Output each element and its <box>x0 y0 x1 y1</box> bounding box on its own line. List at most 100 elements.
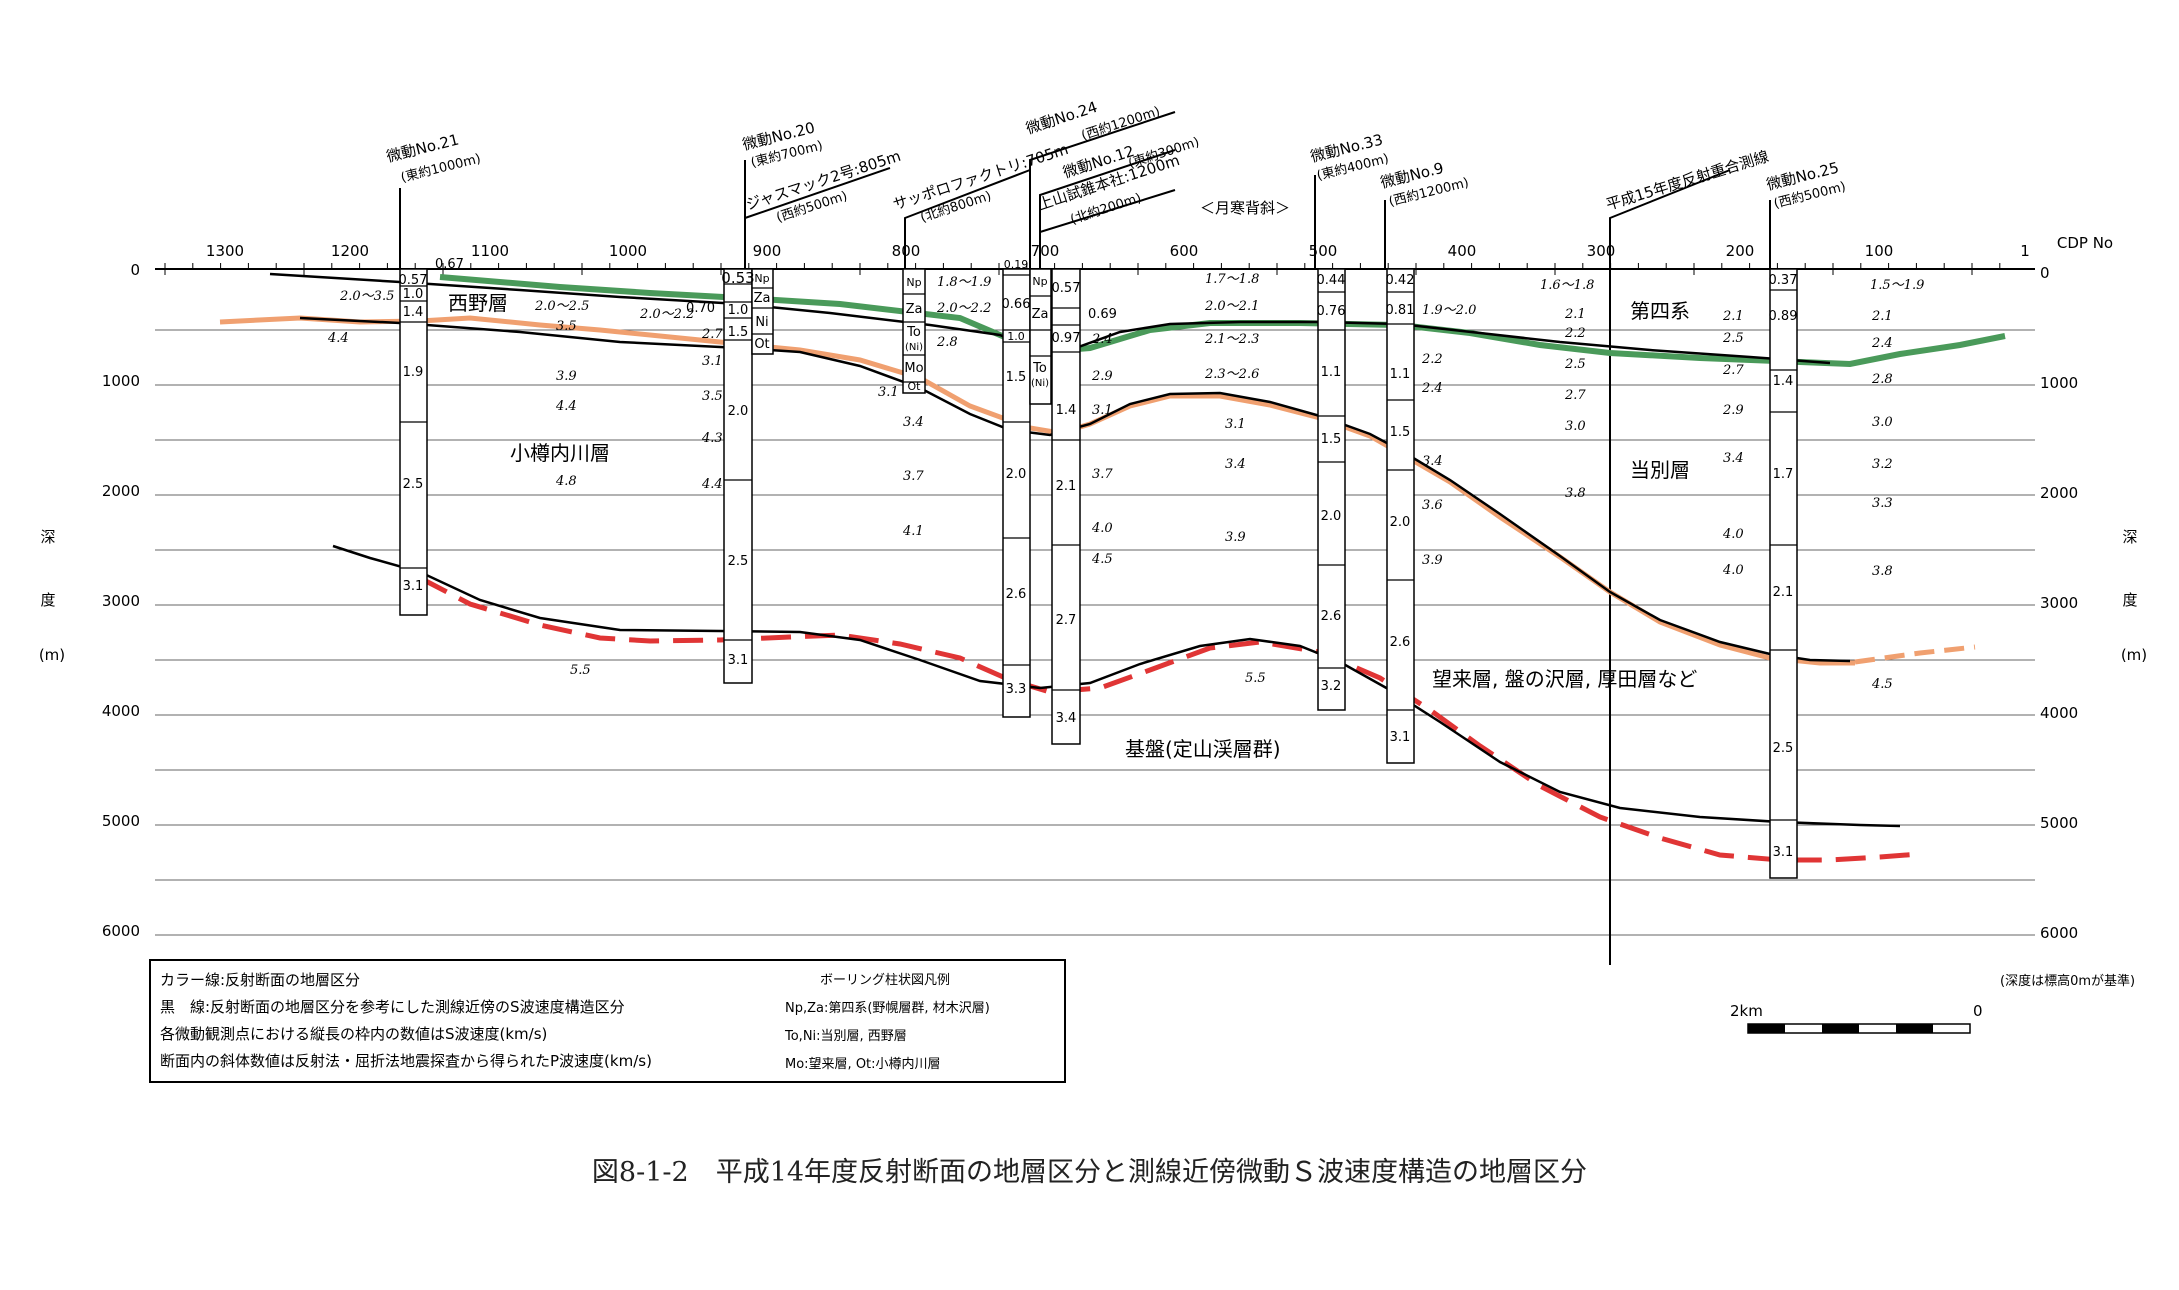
c25-v7: 3.1 <box>1773 845 1794 860</box>
p-vel: 4.4 <box>701 477 723 492</box>
c9-v7: 3.1 <box>1390 730 1411 745</box>
scale-bar-left-label: 2km <box>1730 1002 1763 1020</box>
legend-line-4: 断面内の斜体数値は反射法・屈折法地震探査から得られたP波速度(km/s) <box>160 1052 652 1070</box>
p-vel: 2.7 <box>701 327 723 342</box>
p-vel: 2.9 <box>1722 403 1744 418</box>
boundary-basement <box>332 544 1901 828</box>
datum-note: (深度は標高0mが基準) <box>2000 973 2135 989</box>
boundary-quaternary <box>1039 320 1831 365</box>
p-vel: 2.4 <box>1421 381 1443 396</box>
c24-v7: 3.3 <box>1006 682 1027 697</box>
p-vel: 3.8 <box>1565 486 1586 501</box>
p-vel: 4.3 <box>701 431 723 446</box>
sap-to: To <box>906 325 921 340</box>
cdp-tick-300: 300 <box>1587 242 1616 260</box>
c21-v2: 1.0 <box>403 287 424 302</box>
p-vel: 2.4 <box>1871 336 1893 351</box>
legend-line-2: 黒 線:反射断面の地層区分を参考にした測線近傍のS波速度構造区分 <box>160 998 625 1016</box>
column-dividers <box>400 274 1797 821</box>
boring-legend-item-1: Np,Za:第四系(野幌層群, 材木沢層) <box>785 1000 990 1016</box>
cdp-tick-700: 700 <box>1031 242 1060 260</box>
c12-v1: 0.57 <box>1052 281 1081 296</box>
c20-v5: 2.5 <box>728 554 749 569</box>
p-vel: 3.4 <box>903 415 924 430</box>
c33-v5: 2.0 <box>1321 509 1342 524</box>
c21-side: 0.67 <box>435 257 464 272</box>
p-vel: 2.8 <box>936 335 958 350</box>
left-depth-axis: 0 1000 2000 3000 4000 5000 6000 深 度 (m) <box>39 261 140 940</box>
right-depth-char-1: 深 <box>2122 528 2137 546</box>
p-vel: 4.1 <box>902 524 924 539</box>
c25-v1: 0.37 <box>1769 273 1798 288</box>
scale-bar-right-label: 0 <box>1973 1002 1983 1020</box>
boring-legend-item-2: To,Ni:当別層, 西野層 <box>784 1029 907 1044</box>
p-vel: 3.0 <box>1872 415 1893 430</box>
c12-v5: 2.1 <box>1056 479 1077 494</box>
kam-to: To <box>1032 361 1047 376</box>
c20-v6: 3.1 <box>728 653 749 668</box>
p-vel: 2.8 <box>1871 372 1893 387</box>
column-kamiyama <box>1029 268 1052 405</box>
c24-v2: 0.66 <box>1002 297 1031 312</box>
p-vel: 4.0 <box>1722 527 1744 542</box>
cdp-tick-500: 500 <box>1309 242 1338 260</box>
station-labels: 微動No.21 (東約1000m) 微動No.20 (東約700m) ジャスマッ… <box>385 98 1848 228</box>
anticline-label: ＜月寒背斜＞ <box>1200 199 1290 217</box>
right-depth-2000: 2000 <box>2040 484 2078 502</box>
c33-v2: 0.76 <box>1317 304 1346 319</box>
sap-np: Np <box>906 276 921 289</box>
p-vel: 2.7 <box>1722 363 1744 378</box>
p-vel: 4.0 <box>1722 563 1744 578</box>
p-vel: 2.2 <box>1564 326 1586 341</box>
cdp-tick-1300: 1300 <box>206 242 244 260</box>
c33-v7: 3.2 <box>1321 679 1342 694</box>
station-markers <box>399 111 1771 965</box>
formation-nishino: 西野層 <box>448 291 508 315</box>
c21-v4: 1.9 <box>403 365 424 380</box>
c24-v5: 2.0 <box>1006 467 1027 482</box>
column-12 <box>1051 268 1081 745</box>
formation-mourai: 望来層, 盤の沢層, 厚田層など <box>1432 667 1697 691</box>
c12-v7: 3.4 <box>1056 711 1077 726</box>
c20-v2: 1.0 <box>728 303 749 318</box>
c25-v4: 1.7 <box>1773 467 1794 482</box>
left-depth-unit: (m) <box>39 646 65 664</box>
p-vel: 5.5 <box>570 663 591 678</box>
p-vel: 4.4 <box>555 399 577 414</box>
boring-legend-item-3: Mo:望来層, Ot:小樽内川層 <box>785 1056 941 1072</box>
p-vel: 4.5 <box>1871 677 1893 692</box>
cdp-tick-400: 400 <box>1448 242 1477 260</box>
column-values: 0.57 1.0 1.4 1.9 2.5 3.1 0.67 0.70 0.53 … <box>399 257 1798 860</box>
column-33 <box>1317 268 1346 711</box>
c20-side: 0.70 <box>686 301 715 316</box>
right-depth-3000: 3000 <box>2040 594 2078 612</box>
left-depth-1000: 1000 <box>102 372 140 390</box>
kam-ni: (Ni) <box>1031 378 1049 389</box>
c21-v1: 0.57 <box>399 273 428 288</box>
p-vel: 3.6 <box>1422 498 1443 513</box>
c9-v3: 1.1 <box>1390 367 1411 382</box>
right-depth-4000: 4000 <box>2040 704 2078 722</box>
figure-caption: 図8-1-2 平成14年度反射断面の地層区分と測線近傍微動Ｓ波速度構造の地層区分 <box>591 1157 1588 1188</box>
cdp-tick-100: 100 <box>1865 242 1894 260</box>
left-depth-2000: 2000 <box>102 482 140 500</box>
c12-v6: 2.7 <box>1056 613 1077 628</box>
column-25 <box>1769 268 1798 879</box>
left-depth-6000: 6000 <box>102 922 140 940</box>
p-vel: 3.5 <box>702 389 723 404</box>
p-vel: 2.0〜2.1 <box>1204 299 1259 314</box>
kam-za: Za <box>1032 307 1049 322</box>
p-vel: 2.5 <box>1564 357 1586 372</box>
c33-v3: 1.1 <box>1321 365 1342 380</box>
cdp-tick-200: 200 <box>1726 242 1755 260</box>
p-vel: 4.8 <box>555 474 577 489</box>
cdp-axis: 1300 1200 1100 1000 900 800 700 600 500 … <box>155 234 2113 275</box>
p-vel: 3.9 <box>1225 530 1246 545</box>
red-basement-horizon <box>418 575 1921 863</box>
formation-tobetsu: 当別層 <box>1630 458 1690 482</box>
p-vel: 2.4 <box>1091 332 1113 347</box>
cdp-tick-1100: 1100 <box>471 242 509 260</box>
formation-daiyon: 第四系 <box>1630 299 1690 323</box>
left-depth-char-2: 度 <box>40 591 55 609</box>
